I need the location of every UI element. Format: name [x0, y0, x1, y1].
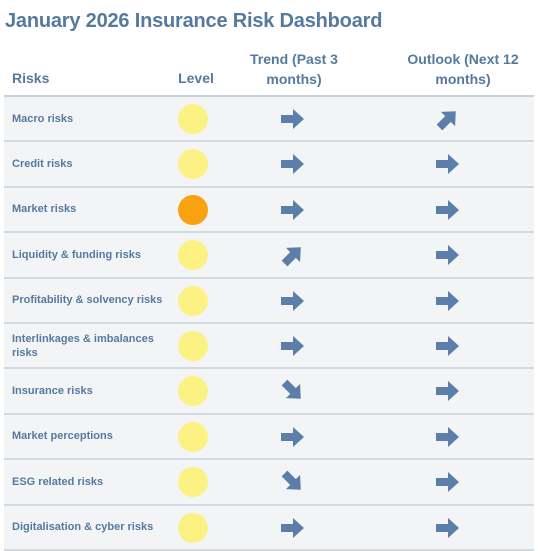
- trend-arrow-down-right-icon: [279, 468, 307, 496]
- column-header-level: Level: [178, 70, 214, 86]
- risk-level-indicator: [178, 240, 208, 271]
- risk-level-indicator: [178, 104, 208, 134]
- outlook-arrow-right-icon: [434, 514, 462, 542]
- risk-label: Insurance risks: [12, 385, 93, 398]
- risk-level-indicator: [178, 330, 208, 361]
- trend-arrow-right-icon: [279, 514, 307, 542]
- outlook-arrow-right-icon: [434, 287, 462, 315]
- table-row: Insurance risks: [4, 369, 534, 415]
- risk-level-indicator: [178, 149, 208, 180]
- trend-arrow-right-icon: [279, 105, 307, 133]
- risk-label: ESG related risks: [12, 475, 104, 488]
- outlook-arrow-up-right-icon: [434, 105, 462, 133]
- table-row: Liquidity & funding risks: [4, 233, 534, 279]
- table-row: Market risks: [4, 187, 534, 234]
- trend-arrow-right-icon: [279, 332, 307, 360]
- outlook-arrow-right-icon: [434, 150, 462, 178]
- risk-level-indicator: [178, 421, 208, 452]
- risk-level-indicator: [178, 467, 208, 498]
- risk-label: Interlinkages & imbalances risks: [12, 332, 154, 359]
- risk-label: Market perceptions: [12, 430, 113, 443]
- outlook-arrow-right-icon: [434, 423, 462, 451]
- risk-label: Liquidity & funding risks: [12, 248, 141, 261]
- risk-label: Credit risks: [12, 158, 73, 171]
- outlook-arrow-right-icon: [434, 241, 462, 269]
- risk-label: Market risks: [12, 203, 77, 216]
- header-divider: [4, 95, 534, 97]
- outlook-arrow-right-icon: [434, 332, 462, 360]
- table-row: Digitalisation & cyber risks: [4, 505, 534, 551]
- column-header-risks: Risks: [12, 70, 50, 86]
- outlook-arrow-right-icon: [434, 196, 462, 224]
- risk-level-indicator: [178, 512, 208, 543]
- risk-level-indicator: [178, 194, 208, 225]
- risk-level-indicator: [178, 376, 208, 407]
- table-row: Credit risks: [4, 142, 534, 188]
- risk-table-body: Macro risks Credit risks Market risks Liqui…: [4, 97, 534, 551]
- column-header-trend: Trend (Past 3 months): [250, 51, 338, 87]
- table-header: Risks Level Trend (Past 3 months) Outloo…: [0, 48, 538, 96]
- trend-arrow-right-icon: [279, 423, 307, 451]
- risk-label: Profitability & solvency risks: [12, 294, 163, 307]
- table-row: ESG related risks: [4, 460, 534, 506]
- dashboard-page: January 2026 Insurance Risk Dashboard Ri…: [0, 10, 538, 551]
- table-row: Interlinkages & imbalances risks: [4, 323, 534, 370]
- page-title: January 2026 Insurance Risk Dashboard: [5, 10, 383, 32]
- risk-label: Digitalisation & cyber risks: [12, 521, 154, 534]
- trend-arrow-up-right-icon: [279, 241, 307, 269]
- outlook-arrow-right-icon: [434, 377, 462, 405]
- risk-label: Macro risks: [12, 112, 74, 125]
- table-row: Macro risks: [4, 97, 534, 143]
- outlook-arrow-right-icon: [434, 468, 462, 496]
- trend-arrow-right-icon: [279, 287, 307, 315]
- trend-arrow-right-icon: [279, 150, 307, 178]
- trend-arrow-down-right-icon: [279, 377, 307, 405]
- table-row: Profitability & solvency risks: [4, 278, 534, 324]
- trend-arrow-right-icon: [279, 196, 307, 224]
- table-row: Market perceptions: [4, 414, 534, 461]
- column-header-outlook: Outlook (Next 12 months): [407, 51, 519, 87]
- risk-level-indicator: [178, 285, 208, 316]
